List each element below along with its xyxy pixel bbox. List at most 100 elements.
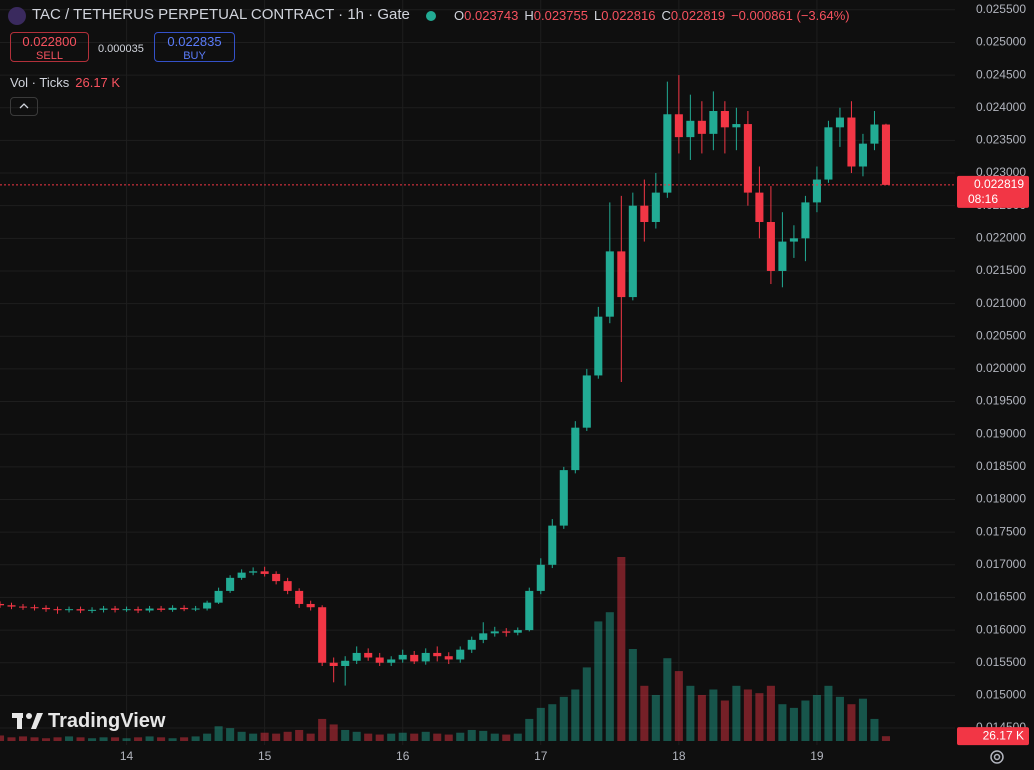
candle-body	[605, 251, 614, 317]
volume-bar	[352, 731, 361, 741]
candle-body	[99, 608, 108, 610]
symbol-icon	[8, 7, 26, 25]
volume-bar	[76, 737, 85, 741]
candle-body	[778, 241, 787, 271]
candle-body	[387, 659, 396, 663]
volume-bar	[674, 671, 683, 741]
volume-bar	[479, 730, 488, 741]
candle-body	[663, 114, 672, 193]
candle-body	[571, 427, 580, 471]
volume-bar	[375, 734, 384, 741]
candle-body	[847, 117, 856, 167]
volume-bar	[444, 734, 453, 741]
volume-legend: Vol · Ticks 26.17 K	[10, 75, 120, 90]
candle-body	[306, 603, 315, 608]
candle-body	[743, 124, 752, 193]
candle-body	[421, 652, 430, 662]
volume-value: 26.17 K	[75, 75, 121, 90]
y-tick-label: 0.018000	[976, 492, 1026, 506]
y-tick-label: 0.015500	[976, 655, 1026, 669]
candle-body	[789, 238, 798, 242]
candle-body	[444, 656, 453, 660]
candle-body	[835, 117, 844, 128]
y-tick-label: 0.016000	[976, 622, 1026, 636]
candle-body	[709, 110, 718, 134]
spread: 0.000035	[98, 43, 144, 55]
y-tick-label: 0.023500	[976, 133, 1026, 147]
y-tick-label: 0.020500	[976, 328, 1026, 342]
candle-body	[398, 654, 407, 660]
volume-bar	[594, 621, 603, 741]
x-tick-label: 18	[672, 749, 686, 763]
candle-body	[145, 608, 154, 611]
settings-button[interactable]	[990, 750, 1004, 764]
ohlc-value: 0.023743	[464, 8, 519, 23]
volume-bar	[272, 733, 281, 741]
volume-bar	[306, 733, 315, 741]
candle-body	[881, 124, 890, 185]
buy-price: 0.022835	[167, 34, 222, 49]
volume-bar	[318, 718, 327, 741]
candle-body	[697, 120, 706, 134]
candle-body	[41, 607, 51, 610]
y-tick-label: 0.015000	[976, 688, 1026, 702]
candle-body	[122, 609, 131, 611]
volume-bar	[502, 734, 511, 741]
volume-bar	[709, 689, 718, 741]
volume-bar	[157, 737, 166, 741]
candle-body	[686, 120, 695, 138]
volume-bar	[536, 707, 545, 741]
candle-layer	[0, 75, 890, 686]
collapse-button[interactable]	[10, 97, 38, 116]
candle-body	[191, 608, 200, 610]
volume-bar	[858, 698, 867, 741]
volume-layer	[0, 557, 890, 741]
change: −0.000861 (−3.64%)	[731, 8, 850, 23]
buy-label: BUY	[183, 50, 206, 62]
volume-title: Vol · Ticks	[10, 75, 70, 90]
candle-body	[640, 205, 649, 222]
volume-bar	[651, 695, 660, 741]
ohlc-legend: O0.023743 H0.023755 L0.022816 C0.022819 −0.0…	[448, 8, 850, 23]
volume-bar	[628, 649, 637, 741]
candle-body	[502, 631, 511, 633]
volume-bar	[812, 695, 821, 741]
sell-button[interactable]: 0.022800 SELL	[10, 32, 89, 62]
volume-bar	[743, 689, 752, 741]
volume-bar	[640, 685, 649, 741]
volume-bar	[835, 696, 844, 741]
volume-bar	[582, 667, 591, 741]
y-tick-label: 0.019000	[976, 426, 1026, 440]
ohlc-value: 0.023755	[533, 8, 588, 23]
candle-body	[203, 602, 212, 609]
status-dot	[426, 11, 436, 21]
candle-body	[352, 652, 361, 661]
y-tick-label: 0.021000	[976, 296, 1026, 310]
volume-bar	[467, 729, 476, 741]
volume-bar	[387, 733, 396, 741]
candle-body	[272, 573, 281, 582]
buy-button[interactable]: 0.022835 BUY	[154, 32, 235, 62]
candle-body	[720, 110, 729, 128]
volume-bar	[513, 733, 522, 741]
candle-body	[375, 657, 384, 663]
candle-body	[53, 609, 62, 611]
candle-body	[766, 221, 775, 271]
candle-body	[237, 572, 246, 578]
candle-body	[651, 192, 660, 222]
volume-bar	[410, 733, 419, 741]
volume-bar	[789, 707, 798, 741]
candle-body	[157, 608, 166, 610]
candle-body	[812, 179, 821, 203]
ohlc-key: H	[524, 8, 534, 23]
volume-bar	[663, 658, 672, 741]
y-tick-label: 0.017500	[976, 524, 1026, 538]
candle-body	[329, 662, 338, 666]
volume-bar	[824, 685, 833, 741]
volume-bar	[18, 736, 28, 741]
y-tick-label: 0.025500	[976, 2, 1026, 16]
y-tick-label: 0.018500	[976, 459, 1026, 473]
candle-body	[525, 590, 534, 631]
y-tick-label: 0.021500	[976, 263, 1026, 277]
y-tick-label: 0.023000	[976, 165, 1026, 179]
